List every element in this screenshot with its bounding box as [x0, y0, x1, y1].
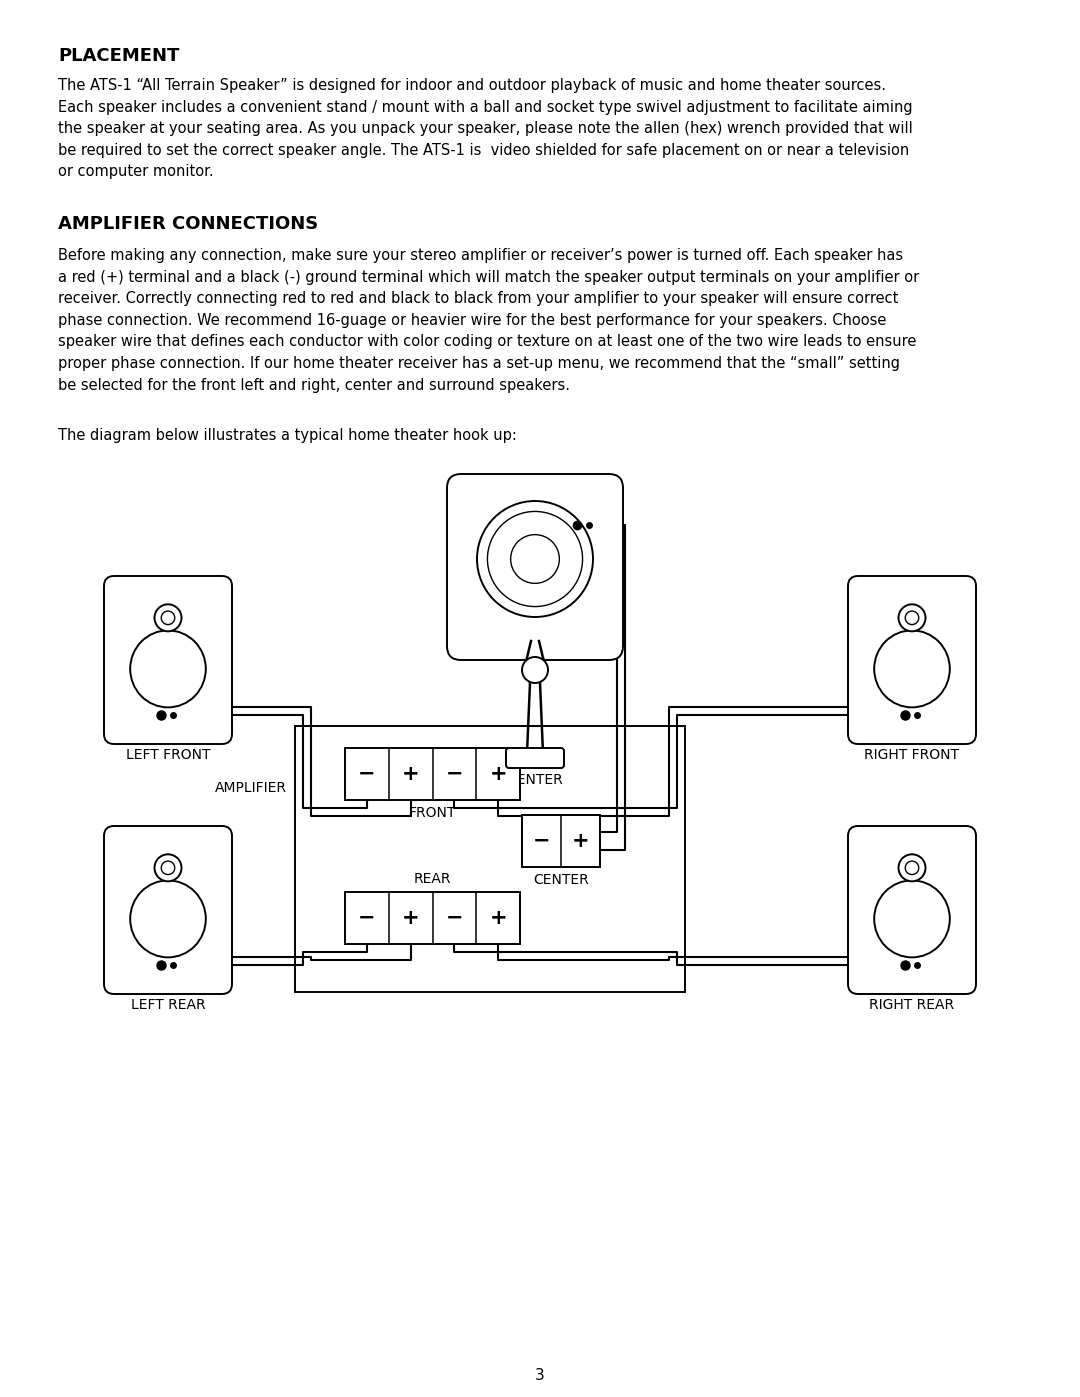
Text: PLACEMENT: PLACEMENT	[58, 47, 179, 66]
FancyBboxPatch shape	[848, 576, 976, 745]
Ellipse shape	[874, 880, 949, 957]
Text: −: −	[359, 764, 376, 784]
FancyBboxPatch shape	[104, 826, 232, 995]
Circle shape	[154, 855, 181, 882]
Text: AMPLIFIER CONNECTIONS: AMPLIFIER CONNECTIONS	[58, 215, 319, 233]
Text: FRONT: FRONT	[409, 806, 456, 820]
Ellipse shape	[131, 880, 206, 957]
Ellipse shape	[131, 630, 206, 707]
Circle shape	[161, 610, 175, 624]
Circle shape	[905, 861, 919, 875]
Text: The ATS-1 “All Terrain Speaker” is designed for indoor and outdoor playback of m: The ATS-1 “All Terrain Speaker” is desig…	[58, 78, 913, 179]
Text: CENTER: CENTER	[508, 773, 563, 787]
Text: RIGHT REAR: RIGHT REAR	[869, 997, 955, 1011]
Text: −: −	[359, 908, 376, 928]
Circle shape	[899, 855, 926, 882]
Bar	[295, 726, 685, 992]
Text: −: −	[446, 764, 463, 784]
Circle shape	[154, 605, 181, 631]
Text: 3: 3	[535, 1368, 545, 1383]
Ellipse shape	[874, 630, 949, 707]
Text: REAR: REAR	[414, 872, 451, 886]
Text: LEFT FRONT: LEFT FRONT	[125, 747, 211, 761]
Text: LEFT REAR: LEFT REAR	[131, 997, 205, 1011]
FancyBboxPatch shape	[447, 474, 623, 659]
FancyBboxPatch shape	[848, 826, 976, 995]
Circle shape	[511, 535, 559, 584]
Text: +: +	[402, 908, 419, 928]
Bar	[345, 747, 519, 800]
Circle shape	[487, 511, 582, 606]
Text: AMPLIFIER: AMPLIFIER	[215, 781, 287, 795]
FancyBboxPatch shape	[507, 747, 564, 768]
Text: The diagram below illustrates a typical home theater hook up:: The diagram below illustrates a typical …	[58, 427, 517, 443]
Circle shape	[477, 502, 593, 617]
Text: −: −	[446, 908, 463, 928]
Text: RIGHT FRONT: RIGHT FRONT	[864, 747, 959, 761]
Circle shape	[905, 610, 919, 624]
Bar	[522, 814, 600, 868]
Circle shape	[161, 861, 175, 875]
Text: −: −	[532, 831, 550, 851]
Circle shape	[899, 605, 926, 631]
Text: +: +	[489, 764, 507, 784]
FancyBboxPatch shape	[104, 576, 232, 745]
Circle shape	[522, 657, 548, 683]
Text: +: +	[402, 764, 419, 784]
Text: +: +	[571, 831, 590, 851]
Text: +: +	[489, 908, 507, 928]
Text: Before making any connection, make sure your stereo amplifier or receiver’s powe: Before making any connection, make sure …	[58, 249, 919, 393]
Bar	[345, 893, 519, 944]
Text: CENTER: CENTER	[534, 873, 589, 887]
